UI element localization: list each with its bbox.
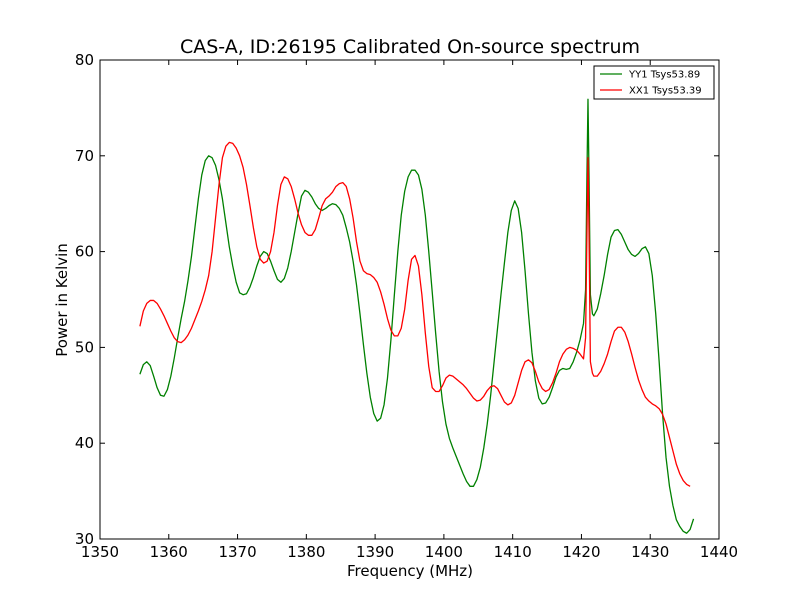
x-tick-label: 1370 [218,543,256,561]
x-tick-label: 1440 [700,543,738,561]
plot-area [100,60,719,539]
y-tick-label: 70 [75,147,94,165]
legend-box [593,65,715,100]
plot-frame [99,59,720,540]
y-tick-label: 40 [75,434,94,452]
legend-label-yy1: YY1 Tsys53.89 [628,70,700,81]
x-axis-ticks: 1350 1360 1370 1380 1390 1400 1410 1420 1430 1440 [81,60,738,561]
y-axis-ticks: 30 40 50 60 70 80 [75,51,719,548]
x-tick-label: 1420 [562,543,600,561]
y-tick-label: 50 [75,338,94,356]
legend: YY1 Tsys53.89 XX1 Tsys53.39 [593,65,715,100]
chart-title: CAS-A, ID:26195 Calibrated On-source spe… [180,36,640,58]
series-line-1 [139,141,691,487]
x-tick-label: 1380 [287,543,325,561]
y-tick-label: 80 [75,51,94,69]
x-tick-label: 1430 [631,543,669,561]
x-tick-label: 1390 [356,543,394,561]
x-tick-label: 1360 [150,543,188,561]
y-tick-label: 30 [75,530,94,548]
y-tick-label: 60 [75,243,94,261]
y-axis-label: Power in Kelvin [53,243,71,357]
legend-label-xx1: XX1 Tsys53.39 [629,86,702,97]
x-axis-label: Frequency (MHz) [347,562,473,580]
x-tick-label: 1350 [81,543,119,561]
series-line-0 [139,98,695,534]
series-layer [139,98,695,534]
x-tick-label: 1400 [425,543,463,561]
x-tick-label: 1410 [494,543,532,561]
